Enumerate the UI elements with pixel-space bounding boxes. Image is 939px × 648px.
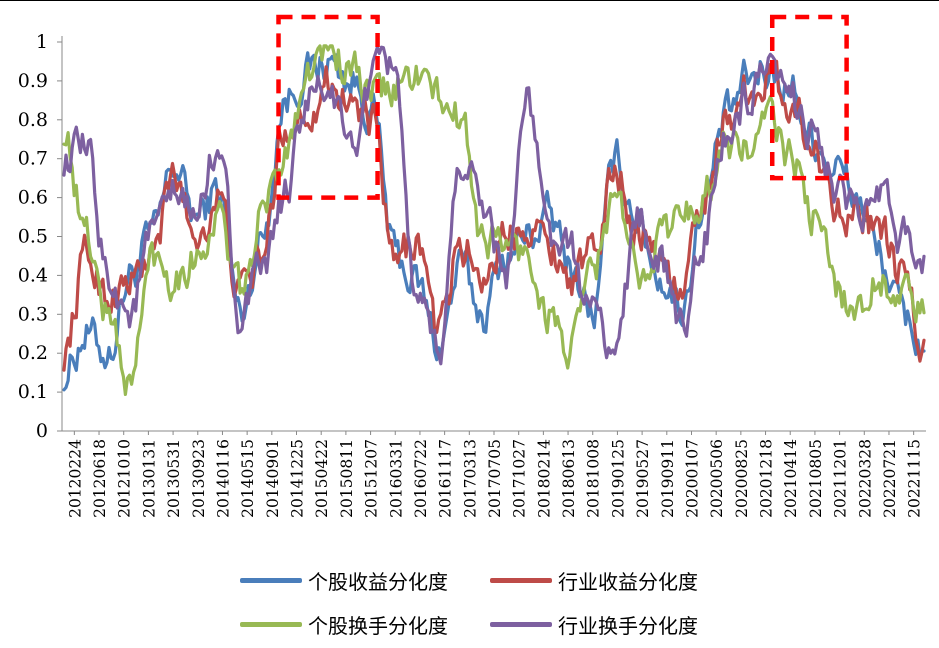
x-tick-label: 20200506 (708, 439, 726, 518)
legend-swatch-series-2 (490, 577, 552, 583)
x-tick-label: 20170705 (486, 439, 504, 518)
x-tick-label: 20140901 (264, 439, 282, 518)
highlight-box-1 (276, 14, 380, 200)
x-tick-label: 20121010 (116, 439, 134, 518)
highlight-boxes (276, 14, 849, 200)
legend-swatch-series-1 (240, 577, 302, 583)
axes (61, 36, 926, 432)
legend-item-series-2: 行业收益分化度 (490, 567, 698, 594)
y-tick-label: 0.1 (18, 381, 48, 403)
x-tick-label: 20210805 (807, 439, 825, 518)
y-tick-label: 1 (36, 31, 48, 53)
x-tick-label: 20161117 (437, 439, 455, 518)
x-tick-label: 20181008 (585, 439, 603, 518)
x-tick-label: 20140116 (214, 439, 232, 518)
y-tick-label: 0.3 (18, 303, 48, 325)
series-lines (62, 44, 926, 396)
x-tick-label: 20210414 (782, 439, 800, 518)
legend-swatch-series-4 (490, 621, 552, 627)
x-tick-label: 20151207 (363, 439, 381, 518)
x-tick-label: 20200107 (683, 439, 701, 518)
legend-label-series-4: 行业换手分化度 (558, 613, 698, 638)
y-tick-label: 0.6 (18, 187, 48, 209)
x-tick-label: 20130131 (140, 439, 158, 518)
x-tick-label: 20180214 (535, 439, 553, 518)
legend-item-series-3: 个股换手分化度 (240, 611, 448, 638)
x-tick-label: 20150422 (313, 439, 331, 518)
legend-item-series-1: 个股收益分化度 (240, 567, 448, 594)
legend-label-series-1: 个股收益分化度 (308, 569, 448, 594)
x-tick-label: 20190527 (634, 439, 652, 518)
x-tick-label: 20190125 (609, 439, 627, 518)
legend-label-series-3: 个股换手分化度 (308, 613, 448, 638)
x-tick-label: 20130531 (165, 439, 183, 518)
series-line-4 (62, 45, 926, 366)
x-tick-label: 20170313 (461, 439, 479, 518)
y-tick-label: 0.4 (18, 264, 48, 286)
legend-item-series-4: 行业换手分化度 (490, 611, 698, 638)
x-tick-label: 20171027 (511, 439, 529, 518)
x-axis-ticks: 20120224 20120618 20121010 20130131 20130531… (66, 431, 924, 518)
x-tick-label: 20120224 (66, 439, 84, 518)
x-tick-label: 20200825 (733, 439, 751, 518)
x-tick-label: 20160722 (412, 439, 430, 518)
y-axis-ticks: 0 0.1 0.2 0.3 0.4 0.5 0.6 0.7 0.8 0.9 1 (18, 31, 62, 442)
x-tick-label: 20150811 (338, 439, 356, 518)
y-tick-label: 0.9 (18, 70, 48, 92)
y-tick-label: 0.8 (18, 109, 48, 131)
y-tick-label: 0.5 (18, 226, 48, 248)
x-tick-label: 20140515 (239, 439, 257, 518)
x-tick-label: 20220328 (856, 439, 874, 518)
x-tick-label: 20160331 (387, 439, 405, 518)
x-tick-label: 20130923 (190, 439, 208, 518)
y-tick-label: 0.7 (18, 148, 48, 170)
x-tick-label: 20141225 (289, 439, 307, 518)
y-tick-label: 0.2 (18, 342, 48, 364)
x-tick-label: 20220721 (881, 439, 899, 518)
x-tick-label: 20221115 (906, 439, 924, 518)
x-tick-label: 20180613 (560, 439, 578, 518)
x-tick-label: 20120618 (91, 439, 109, 518)
x-tick-label: 20190911 (659, 439, 677, 518)
legend-swatch-series-3 (240, 621, 302, 627)
y-tick-label: 0 (36, 420, 48, 442)
x-tick-label: 20211201 (832, 439, 850, 518)
legend-label-series-2: 行业收益分化度 (558, 569, 698, 594)
x-tick-label: 20201218 (758, 439, 776, 518)
